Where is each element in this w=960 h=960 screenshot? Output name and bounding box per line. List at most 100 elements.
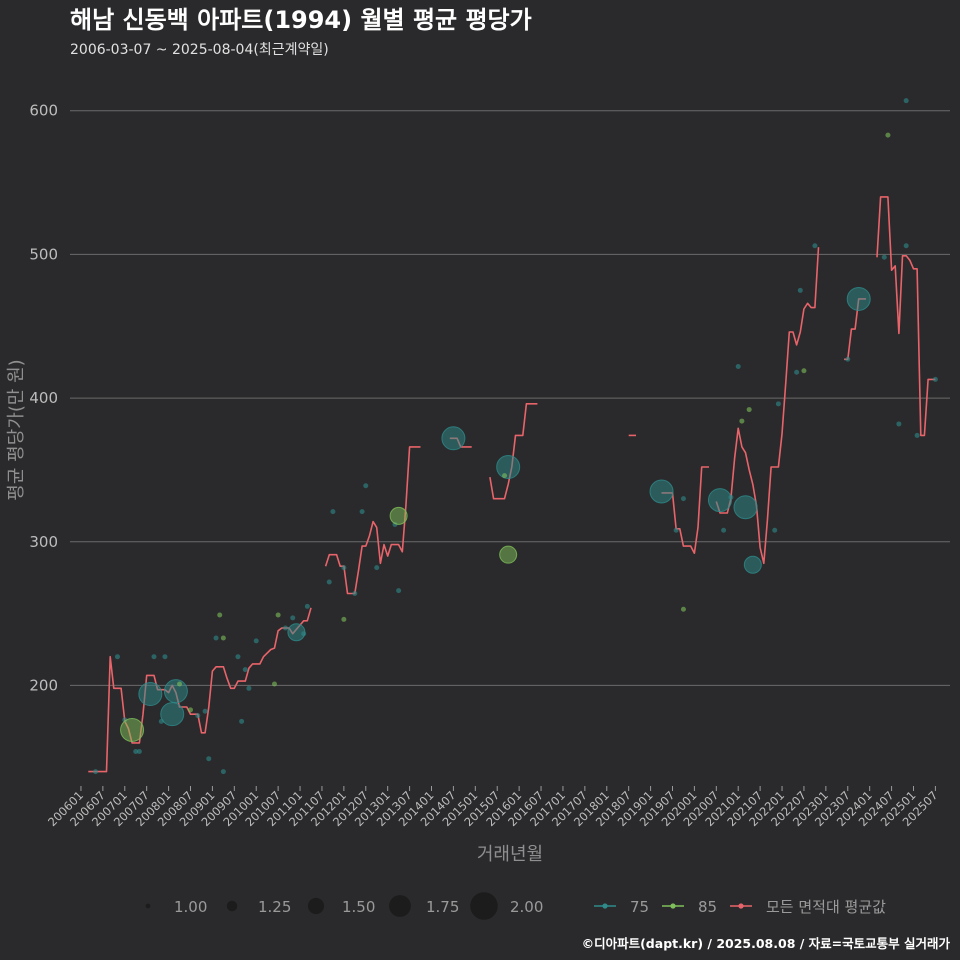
point-75 (220, 769, 226, 775)
point-75 (359, 509, 365, 515)
point-75 (735, 363, 741, 369)
chart-subtitle: 2006-03-07 ~ 2025-08-04(최근계약일) (70, 42, 329, 58)
y-axis: 200 300 400 500 600 (29, 102, 58, 695)
point-75 (136, 749, 142, 755)
legend-series-dot (670, 903, 676, 909)
legend-size-key (389, 895, 411, 917)
point-75 (733, 495, 758, 520)
point-75 (213, 635, 219, 641)
point-85 (389, 506, 408, 525)
point-85 (746, 407, 752, 413)
point-75 (163, 679, 188, 704)
point-85 (801, 368, 807, 374)
point-75 (794, 369, 800, 375)
legend-size-key (470, 892, 498, 920)
point-85 (502, 473, 508, 479)
point-75 (151, 654, 157, 660)
point-75 (812, 243, 818, 249)
point-75 (932, 376, 938, 382)
average-line-series (715, 247, 820, 565)
point-75 (301, 631, 307, 637)
point-85 (177, 681, 183, 687)
y-axis-label: 평균 평당가(만 원) (6, 359, 27, 500)
x-axis: 2006012006072007012007072008012008072009… (45, 786, 941, 829)
point-85 (499, 545, 518, 564)
point-75 (797, 287, 803, 293)
point-75 (304, 603, 310, 609)
point-75 (138, 682, 163, 707)
legend-size-key (226, 900, 238, 912)
point-75 (846, 286, 871, 311)
point-75 (341, 565, 347, 571)
average-line-series (876, 196, 936, 437)
y-tick-label: 600 (29, 102, 58, 120)
legend-size-key (307, 897, 325, 915)
point-75 (903, 98, 909, 104)
point-75 (881, 254, 887, 260)
point-75 (896, 421, 902, 427)
point-85 (885, 132, 891, 138)
y-tick-label: 400 (29, 389, 58, 407)
point-75 (202, 708, 208, 714)
legend-size-label: 2.00 (510, 898, 543, 916)
point-75 (363, 483, 369, 489)
point-85 (220, 635, 226, 641)
average-line-series (489, 403, 538, 500)
point-85 (341, 616, 347, 622)
point-75 (93, 769, 99, 775)
point-75 (721, 527, 727, 533)
legend-series-label: 모든 면적대 평균값 (766, 898, 886, 916)
point-85 (120, 717, 145, 742)
point-85 (275, 612, 281, 618)
legend-size-key (145, 903, 151, 909)
point-75 (246, 685, 252, 691)
gridlines (70, 110, 950, 686)
point-75 (133, 749, 139, 755)
legend-size-label: 1.25 (258, 898, 291, 916)
point-75 (282, 625, 288, 631)
point-85 (739, 418, 745, 424)
point-75 (649, 479, 674, 504)
point-75 (673, 527, 679, 533)
point-75 (352, 590, 358, 596)
legend: 1.00 1.25 1.50 1.75 2.00 75 85 모든 면적대 평균값 (145, 892, 886, 920)
point-75 (680, 496, 686, 502)
point-85 (187, 707, 193, 713)
legend-series-label: 85 (698, 898, 717, 916)
legend-size-label: 1.00 (174, 898, 207, 916)
point-75 (772, 527, 778, 533)
point-75 (743, 555, 762, 574)
point-85 (680, 606, 686, 612)
point-85 (217, 612, 223, 618)
chart-title: 해남 신동백 아파트(1994) 월별 평균 평당가 (70, 6, 532, 34)
y-tick-label: 300 (29, 533, 58, 551)
points-layer (93, 98, 938, 775)
source-caption: ©디아파트(dapt.kr) / 2025.08.08 / 자료=국토교통부 실… (582, 936, 951, 951)
point-75 (914, 432, 920, 438)
legend-size-label: 1.50 (342, 898, 375, 916)
point-75 (195, 713, 201, 719)
point-75 (290, 615, 296, 621)
y-tick-label: 500 (29, 245, 58, 263)
point-75 (114, 654, 120, 660)
legend-series-label: 75 (630, 898, 649, 916)
point-75 (162, 654, 168, 660)
point-75 (206, 756, 212, 762)
point-75 (441, 426, 466, 451)
x-axis-label: 거래년월 (477, 844, 543, 865)
point-75 (253, 638, 259, 644)
point-85 (271, 681, 277, 687)
point-75 (903, 243, 909, 249)
point-75 (396, 588, 402, 594)
legend-series-dot (602, 903, 608, 909)
point-75 (496, 455, 521, 480)
point-75 (160, 702, 185, 727)
y-tick-label: 200 (29, 676, 58, 694)
average-line-series (661, 466, 709, 554)
point-75 (326, 579, 332, 585)
point-75 (239, 718, 245, 724)
point-75 (242, 667, 248, 673)
point-75 (845, 356, 851, 362)
point-75 (707, 488, 732, 513)
legend-series-dot (738, 903, 744, 909)
